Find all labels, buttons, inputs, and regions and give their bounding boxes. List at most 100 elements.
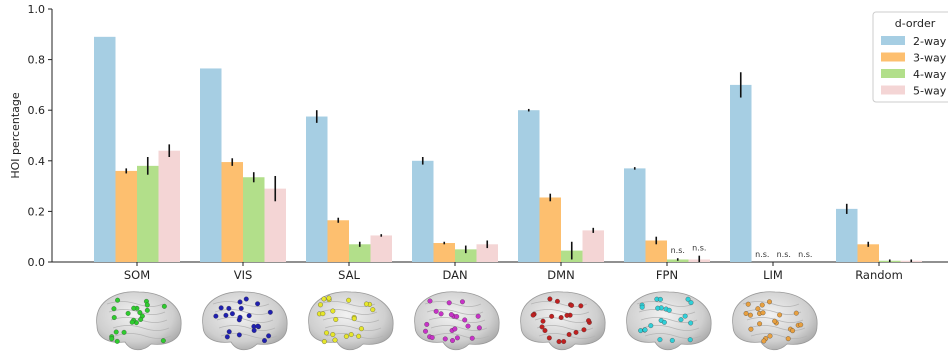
bar-fpn-2-way [624, 168, 646, 262]
brain-node [229, 311, 235, 317]
legend-swatch-4-way [881, 69, 905, 78]
x-tick-label: LIM [763, 268, 783, 282]
annotations-group: n.s. n.s. n.s. n.s. n.s. [671, 244, 813, 259]
brain-node [547, 296, 553, 302]
brain-gyrus [432, 333, 490, 339]
bar-vis-4-way [243, 177, 265, 262]
y-tick-label: 0.2 [28, 205, 46, 218]
brain-node [743, 311, 749, 316]
brain-node [785, 336, 791, 342]
legend: d-order 2-way 3-way 4-way 5-way [872, 11, 948, 103]
brain-node [114, 338, 120, 344]
brain-node [475, 313, 481, 319]
bar-dan-5-way [476, 244, 498, 262]
brain-node [326, 295, 332, 301]
brain-node [343, 333, 349, 339]
brain-gyrus [216, 317, 274, 323]
brain-node [454, 335, 460, 341]
brain-node [678, 317, 684, 323]
brain-node [330, 332, 336, 337]
brain-node [333, 317, 339, 322]
bar-som-4-way [137, 165, 159, 262]
brain-node [131, 305, 137, 311]
brain-node [266, 333, 272, 339]
brain-node [573, 329, 579, 335]
brain-node [688, 300, 694, 306]
brain-node [320, 311, 326, 317]
x-tick-label: Random [855, 268, 903, 282]
brain-icon-dmn [520, 291, 606, 351]
brain-node [767, 333, 773, 339]
brain-icon-lim [732, 291, 818, 351]
brain-node [218, 305, 224, 311]
brain-node [772, 318, 778, 324]
brain-node [755, 306, 761, 312]
legend-swatch-5-way [881, 85, 905, 95]
brain-node [767, 299, 772, 305]
brain-node [160, 338, 166, 344]
brain-icons-group [96, 291, 818, 351]
brain-node [657, 296, 663, 302]
brain-gyrus [106, 301, 164, 307]
bars-group [94, 36, 922, 263]
brain-node [137, 310, 143, 315]
brain-node [115, 297, 121, 303]
bar-vis-3-way [221, 162, 243, 262]
brain-icon-dan [414, 291, 500, 351]
ns-annotation: n.s. [777, 250, 791, 259]
brain-node [546, 335, 552, 341]
brain-gyrus [320, 309, 378, 315]
brain-node [442, 336, 448, 342]
brain-node [346, 297, 352, 303]
brain-node [566, 332, 572, 337]
brain-node [446, 300, 452, 306]
bar-fpn-3-way [645, 240, 667, 262]
brain-node [324, 330, 329, 336]
brain-node [757, 321, 763, 327]
brain-gyrus [748, 325, 806, 331]
bar-som-2-way [94, 36, 116, 262]
brain-node [586, 318, 592, 324]
brain-node [638, 328, 644, 334]
brain-gyrus [324, 325, 382, 331]
brain-node [111, 306, 117, 312]
brain-node [255, 301, 261, 307]
bar-som-3-way [115, 170, 137, 262]
brain-icon-sal [308, 291, 394, 351]
errorbars-group [125, 72, 913, 262]
legend-title: d-order [895, 17, 936, 30]
brain-node [321, 339, 327, 345]
brain-node [246, 313, 252, 319]
brain-node [688, 320, 694, 326]
brain-node [549, 313, 555, 319]
brain-gyrus [742, 301, 800, 307]
brain-icon-fpn [626, 291, 712, 351]
brain-node [745, 301, 751, 307]
brain-node [438, 311, 444, 317]
brain-gyrus [218, 325, 276, 331]
ns-annotation: n.s. [798, 250, 812, 259]
brain-node [226, 329, 232, 335]
brain-node [669, 337, 675, 343]
brain-node [243, 296, 249, 302]
brain-node [255, 323, 261, 329]
brain-node [452, 326, 458, 332]
brain-gyrus [532, 309, 590, 315]
brain-node [790, 328, 796, 334]
brain-gyrus [746, 317, 804, 323]
brain-node [459, 299, 465, 305]
ns-annotation: n.s. [755, 250, 769, 259]
x-tick-label: SAL [338, 268, 360, 282]
brain-node [223, 312, 229, 318]
legend-label-2-way: 2-way [913, 35, 947, 48]
brain-node [578, 303, 584, 309]
brain-node [554, 298, 560, 304]
brain-node [129, 319, 135, 325]
brain-node [539, 324, 545, 330]
bar-sal-3-way [327, 220, 349, 262]
x-tick-label: DMN [547, 268, 574, 282]
brain-node [363, 301, 369, 307]
y-tick-label: 1.0 [28, 3, 46, 16]
x-tick-label: FPN [656, 268, 678, 282]
brain-node [561, 339, 567, 345]
